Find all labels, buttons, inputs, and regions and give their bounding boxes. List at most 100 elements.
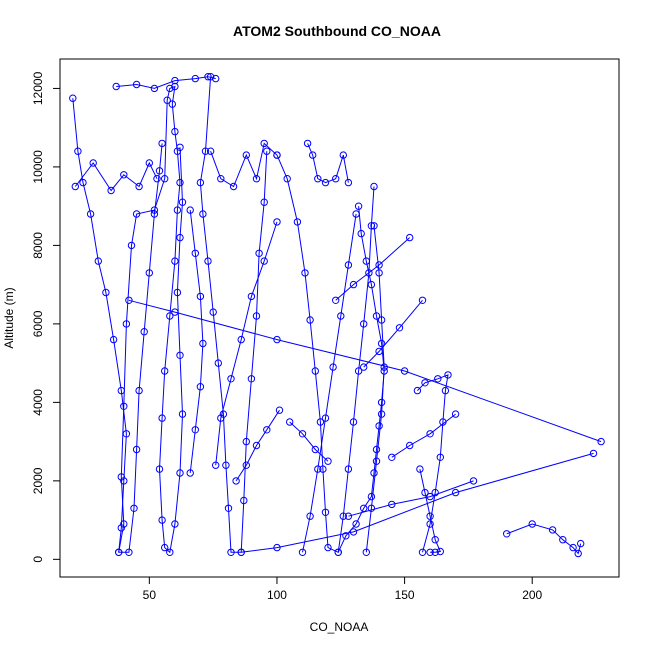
data-point xyxy=(166,84,174,93)
data-point xyxy=(375,422,383,430)
data-point xyxy=(163,96,171,104)
data-point xyxy=(406,233,414,242)
data-point xyxy=(191,74,200,83)
data-point xyxy=(357,229,365,238)
series-line xyxy=(307,143,349,184)
y-tick-label: 2000 xyxy=(31,467,45,494)
data-point xyxy=(240,496,248,505)
series-4 xyxy=(112,73,220,93)
data-point xyxy=(153,175,161,183)
data-point xyxy=(344,465,353,473)
data-point xyxy=(375,261,383,269)
series-15 xyxy=(125,296,605,446)
series-line xyxy=(365,225,385,553)
data-point xyxy=(418,296,427,304)
data-point xyxy=(469,477,478,485)
data-point xyxy=(155,167,164,175)
data-point xyxy=(247,375,256,383)
data-point xyxy=(227,548,235,556)
data-point xyxy=(135,386,143,395)
data-point xyxy=(370,182,378,191)
data-point xyxy=(372,457,381,465)
data-point xyxy=(219,410,228,418)
data-point xyxy=(367,504,376,512)
data-point xyxy=(416,465,424,473)
data-point xyxy=(309,151,317,159)
data-point xyxy=(132,445,141,454)
data-point xyxy=(426,430,434,438)
series-10 xyxy=(298,210,360,556)
series-6 xyxy=(206,139,281,191)
data-point xyxy=(260,257,268,265)
series-22 xyxy=(186,206,207,477)
data-point xyxy=(191,426,200,434)
data-point xyxy=(115,548,123,556)
data-point xyxy=(247,292,256,301)
data-point xyxy=(176,351,184,359)
x-tick-label: 50 xyxy=(143,588,157,602)
data-point xyxy=(178,198,187,206)
data-point xyxy=(145,269,154,277)
data-point xyxy=(344,512,353,520)
data-point xyxy=(352,520,360,528)
data-point xyxy=(311,445,319,454)
series-2 xyxy=(69,94,166,556)
data-point xyxy=(574,549,582,558)
data-point xyxy=(321,508,330,516)
data-point xyxy=(260,139,268,148)
data-point xyxy=(569,543,577,552)
data-point xyxy=(237,548,245,556)
series-9 xyxy=(334,202,388,556)
data-point xyxy=(421,488,429,497)
series-line xyxy=(335,237,411,301)
y-axis-label: Altitude (m) xyxy=(2,287,16,348)
data-point xyxy=(173,206,182,214)
x-tick-label: 150 xyxy=(395,588,415,602)
x-axis-label: CO_NOAA xyxy=(310,620,369,634)
data-point xyxy=(196,292,205,301)
data-point xyxy=(150,84,159,93)
data-point xyxy=(342,532,350,540)
data-point xyxy=(260,198,268,206)
data-point xyxy=(196,383,205,391)
data-point xyxy=(176,233,184,242)
data-point xyxy=(301,269,309,277)
series-13 xyxy=(416,465,444,556)
data-point xyxy=(94,257,103,265)
data-point xyxy=(263,426,271,434)
data-point xyxy=(252,175,261,183)
data-point xyxy=(242,151,251,159)
series-line xyxy=(419,468,442,553)
data-point xyxy=(120,520,128,528)
data-point xyxy=(242,437,251,446)
y-tick-label: 6000 xyxy=(31,310,45,337)
y-tick-label: 8000 xyxy=(31,232,45,259)
data-point xyxy=(548,526,557,534)
data-point xyxy=(319,465,327,473)
data-point xyxy=(286,418,294,426)
data-point xyxy=(171,257,179,265)
data-point xyxy=(426,492,434,501)
data-point xyxy=(161,175,169,183)
series-line xyxy=(506,523,582,555)
data-point xyxy=(352,210,360,218)
data-point xyxy=(199,210,207,218)
data-point xyxy=(311,367,319,375)
data-point xyxy=(125,548,133,556)
data-point xyxy=(375,269,383,277)
data-point xyxy=(79,178,87,187)
data-point xyxy=(199,339,207,348)
data-point xyxy=(107,186,115,195)
data-point xyxy=(217,414,225,422)
data-point xyxy=(426,548,434,556)
data-point xyxy=(109,335,118,344)
data-point xyxy=(451,488,460,497)
data-point xyxy=(212,461,220,469)
data-point xyxy=(349,418,358,426)
data-point xyxy=(232,477,240,485)
data-point xyxy=(334,548,342,556)
series-21 xyxy=(212,218,281,469)
series-3 xyxy=(71,159,161,195)
data-point xyxy=(204,73,212,81)
data-point xyxy=(344,261,353,269)
